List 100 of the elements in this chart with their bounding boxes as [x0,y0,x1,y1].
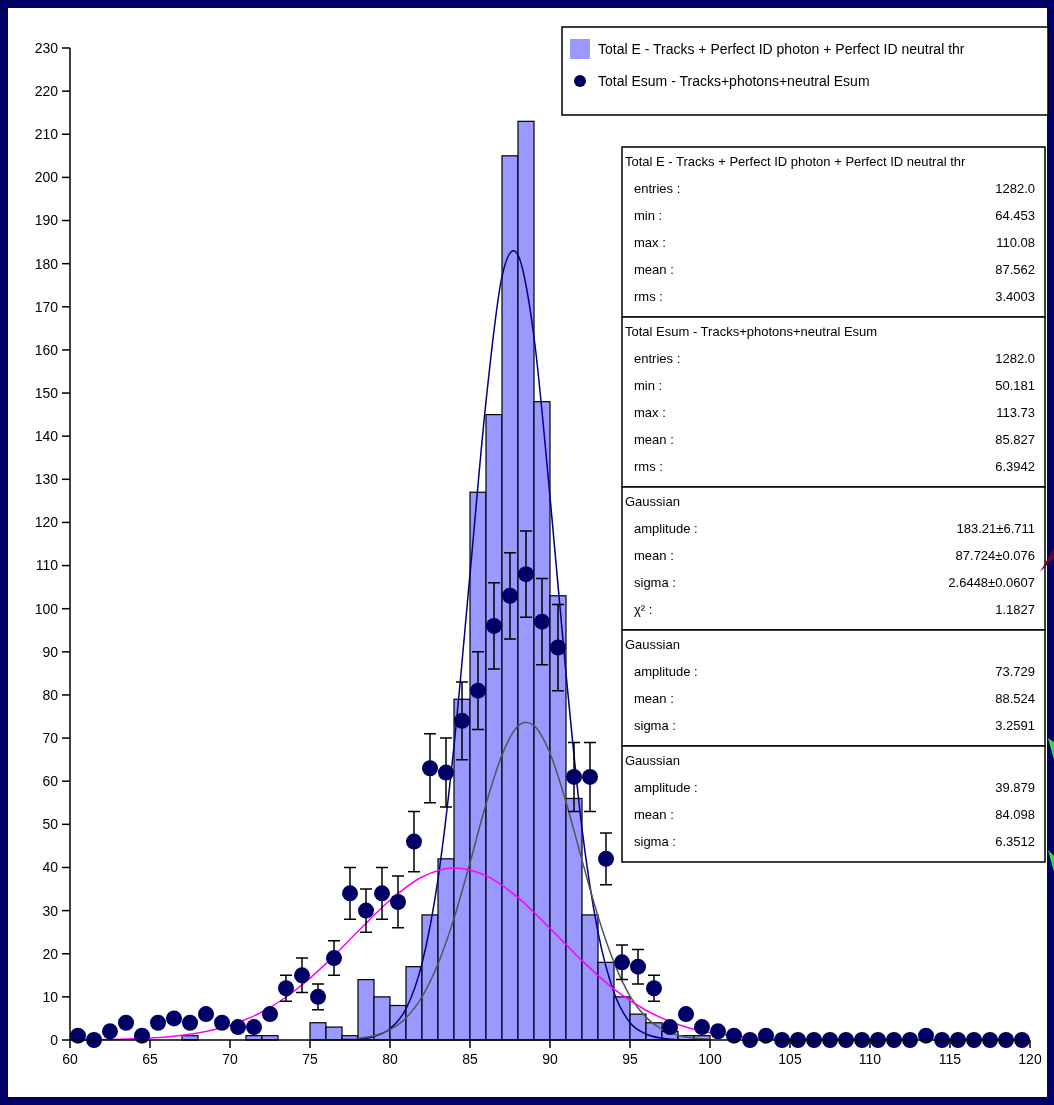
text: amplitude : 39.879 [634,780,1035,795]
point [310,988,326,1005]
x-tick-label: 85 [462,1051,478,1067]
point [550,639,566,656]
y-tick-label: 30 [42,902,59,919]
y-tick-label: 130 [34,471,59,488]
point [694,1019,710,1036]
y-tick-label: 0 [50,1031,59,1048]
text: min : 50.181 [634,378,1035,393]
text: sigma : 3.2591 [634,718,1035,733]
text: sigma : 2.6448±0.0607 [634,575,1035,590]
x-tick-label: 105 [778,1051,802,1067]
point [262,1006,278,1023]
point [614,954,630,971]
text: mean : 84.098 [634,807,1035,822]
y-tick-label: 190 [34,212,59,229]
point [150,1014,166,1031]
y-tick-label: 20 [42,945,59,962]
point [454,712,470,729]
y-tick-label: 180 [34,255,59,272]
y-tick-label: 210 [34,126,59,143]
legend-label: Total Esum - Tracks+photons+neutral Esum [598,72,870,89]
point [326,950,342,967]
point [470,682,486,699]
annotation: Gaussian [625,637,680,652]
y-tick-label: 160 [34,341,59,358]
point [182,1014,198,1031]
text: sigma : 6.3512 [634,834,1035,849]
x-tick-label: 115 [938,1051,962,1067]
text: rms : 3.4003 [634,289,1035,304]
point [230,1019,246,1036]
annotation: Gaussian [625,494,680,509]
y-tick-label: 230 [34,39,59,56]
text: amplitude : 73.729 [634,664,1035,679]
y-tick-label: 50 [42,816,59,833]
point [582,768,598,785]
x-tick-label: 90 [542,1051,558,1067]
text: entries : 1282.0 [634,181,1035,196]
y-tick-label: 60 [42,773,59,790]
point [566,768,582,785]
y-tick-label: 170 [34,298,59,315]
x-tick-label: 120 [1018,1051,1042,1067]
y-tick-label: 220 [34,83,59,100]
text: mean : 87.724±0.076 [634,548,1035,563]
point [278,980,294,997]
text: rms : 6.3942 [634,459,1035,474]
point [646,980,662,997]
point [502,587,518,604]
text: min : 64.453 [634,208,1035,223]
legend-label: Total E - Tracks + Perfect ID photon + Perfect ID neutral thr [598,40,965,57]
y-tick-label: 200 [34,169,59,186]
point [630,958,646,975]
point [342,885,358,902]
text: amplitude : 183.21±6.711 [634,521,1035,536]
annotation: Total E - Tracks + Perfect ID photon + Perfect ID neutral thr [625,154,966,169]
point [678,1006,694,1023]
point [710,1023,726,1040]
text: χ² : 1.1827 [634,602,1035,617]
point [422,760,438,777]
y-tick-label: 110 [35,557,59,574]
point [406,833,422,850]
x-tick-label: 75 [302,1051,318,1067]
x-tick-label: 80 [382,1051,398,1067]
point [662,1019,678,1036]
y-tick-label: 70 [42,729,59,746]
point [214,1014,230,1031]
x-tick-label: 70 [222,1051,238,1067]
y-tick-label: 100 [34,600,59,617]
x-tick-label: 110 [858,1051,882,1067]
text: mean : 88.524 [634,691,1035,706]
x-tick-label: 65 [142,1051,158,1067]
point [102,1023,118,1040]
point [534,613,550,630]
x-tick-label: 95 [622,1051,638,1067]
point [118,1014,134,1031]
point [518,566,534,583]
y-tick-label: 40 [42,859,59,876]
text: entries : 1282.0 [634,351,1035,366]
text: mean : 85.827 [634,432,1035,447]
text: mean : 87.562 [634,262,1035,277]
text: max : 113.73 [634,405,1035,420]
point [246,1019,262,1036]
point [390,893,406,910]
x-tick-label: 60 [62,1051,78,1067]
y-tick-label: 150 [34,384,59,401]
point [198,1006,214,1023]
y-tick-label: 10 [42,988,59,1005]
point [358,902,374,919]
point [438,764,454,781]
y-tick-label: 80 [42,686,59,703]
y-tick-label: 90 [42,643,59,660]
point [294,967,310,984]
point [486,617,502,634]
y-tick-label: 120 [34,514,59,531]
point [598,850,614,867]
point [166,1010,182,1027]
x-tick-label: 100 [698,1051,722,1067]
annotation: Gaussian [625,753,680,768]
annotation: Total Esum - Tracks+photons+neutral Esum [625,324,878,339]
point [374,885,390,902]
